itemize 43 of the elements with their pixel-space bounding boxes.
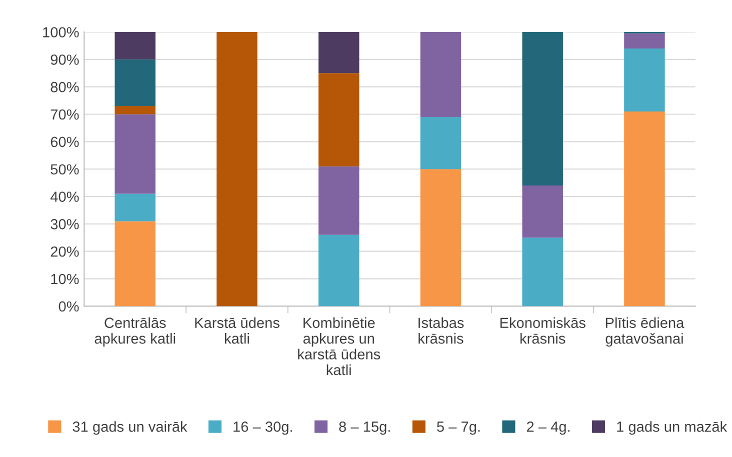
legend-label: 31 gads un vairāk: [72, 421, 188, 435]
y-tick-label: 20%: [50, 246, 79, 257]
y-tick-label: 60%: [50, 136, 79, 148]
bar: [522, 238, 563, 306]
bar: [522, 32, 563, 186]
bar: [114, 114, 156, 194]
bar: [216, 32, 258, 306]
legend-label: 8 – 15g.: [339, 422, 390, 435]
y-tick-label: 40%: [50, 192, 79, 202]
bar: [624, 112, 665, 306]
y-tick-label: 70%: [50, 109, 79, 120]
x-tick-label: Plītis ēdiena gatavošanai: [606, 317, 684, 347]
legend-label: 5 – 7g.: [437, 422, 480, 435]
y-tick-label: 10%: [51, 274, 79, 284]
bar: [318, 32, 360, 74]
legend-label: 16 – 30g.: [234, 422, 292, 435]
bar: [114, 59, 156, 106]
y-tick-label: 80%: [50, 82, 79, 92]
y-tick-label: 100%: [43, 27, 79, 38]
x-tick-label: Istabas krāsnis: [418, 317, 464, 344]
bar: [318, 166, 360, 235]
bar: [420, 32, 462, 117]
legend-label: 2 – 4g.: [526, 422, 570, 435]
bar: [624, 48, 665, 112]
bar: [318, 234, 360, 306]
bar: [114, 221, 156, 306]
x-tick-label: Kombinētie apkures un karstā ūdens katli: [298, 317, 380, 376]
legend-label: 1 gads un mazāk: [617, 421, 728, 435]
x-tick-label: Ekonomiskās krāsnis: [500, 317, 586, 344]
y-tick-label: 30%: [50, 219, 79, 230]
x-tick-label: Karstā ūdens katli: [195, 317, 280, 344]
y-tick-label: 90%: [50, 54, 79, 65]
bar: [114, 32, 156, 60]
bar: [114, 194, 156, 222]
y-tick-label: 0%: [58, 301, 79, 312]
bar: [114, 106, 156, 114]
bar: [420, 169, 462, 306]
bar: [522, 186, 563, 238]
bar: [420, 116, 462, 170]
y-tick-label: 50%: [50, 164, 79, 175]
bar: [318, 73, 360, 166]
bar: [624, 33, 665, 48]
x-tick-label: Centrālās apkures katli: [94, 317, 176, 347]
